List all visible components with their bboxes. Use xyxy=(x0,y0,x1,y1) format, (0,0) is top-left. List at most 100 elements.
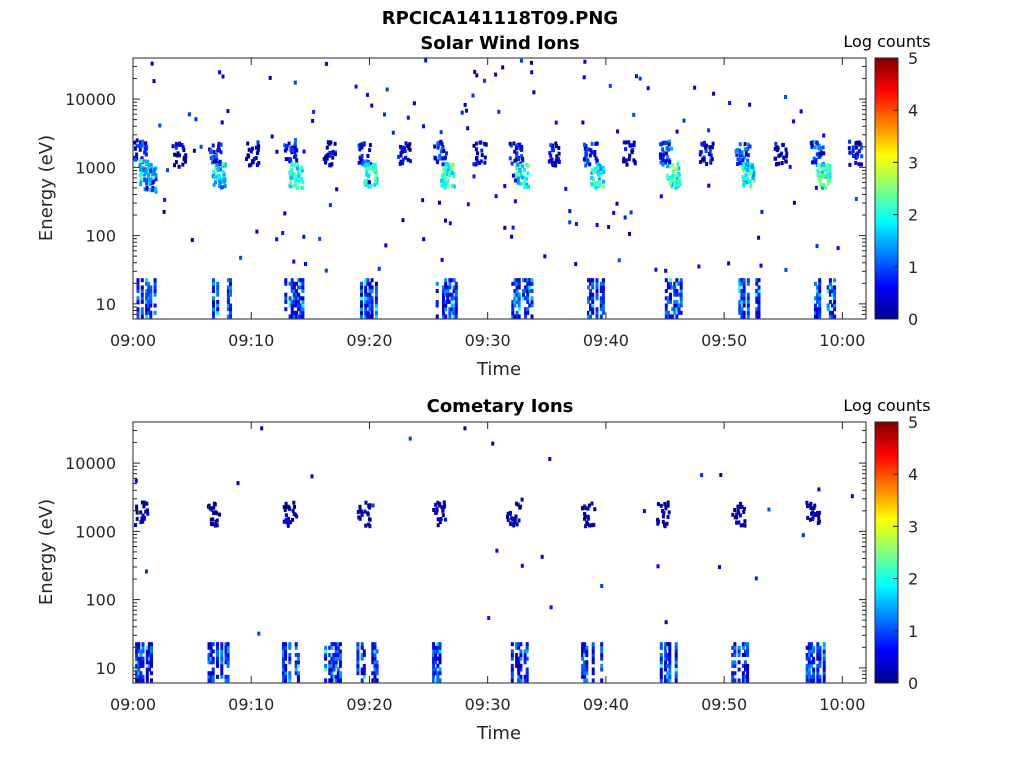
heatmap-cell xyxy=(296,169,300,174)
heatmap-cell xyxy=(738,142,742,147)
heatmap-cell xyxy=(818,649,822,654)
heatmap-cell xyxy=(821,185,824,190)
heatmap-cell xyxy=(296,656,300,661)
heatmap-cell xyxy=(401,145,405,150)
heatmap-cell xyxy=(731,645,735,650)
heatmap-cell xyxy=(226,642,230,647)
heatmap-cell xyxy=(406,115,410,120)
heatmap-cell xyxy=(735,512,739,517)
heatmap-cell xyxy=(554,144,558,149)
heatmap-cell xyxy=(452,172,456,177)
heatmap-cell xyxy=(711,141,715,146)
heatmap-cell xyxy=(755,289,759,293)
heatmap-cell xyxy=(450,310,454,315)
heatmap-cell xyxy=(666,177,670,181)
heatmap-cell xyxy=(330,660,334,665)
heatmap-cell xyxy=(226,292,230,297)
heatmap-cell xyxy=(135,660,139,665)
heatmap-cell xyxy=(511,307,515,312)
heatmap-cell xyxy=(742,506,746,511)
heatmap-cell xyxy=(450,299,454,304)
heatmap-cell xyxy=(526,185,530,189)
heatmap-cell xyxy=(289,520,293,525)
heatmap-cell xyxy=(674,671,678,676)
heatmap-cell xyxy=(294,138,297,142)
heatmap-cell xyxy=(282,649,285,654)
heatmap-cell xyxy=(679,299,683,304)
heatmap-cell xyxy=(137,642,141,647)
heatmap-cell xyxy=(454,292,458,297)
heatmap-cell xyxy=(746,314,750,319)
heatmap-cell xyxy=(153,292,157,297)
heatmap-cell xyxy=(373,182,377,187)
heatmap-cell xyxy=(517,671,521,676)
heatmap-cell xyxy=(338,671,342,676)
heatmap-cell xyxy=(816,285,820,290)
heatmap-cell xyxy=(817,145,821,150)
heatmap-cell xyxy=(666,663,670,668)
heatmap-cell xyxy=(141,674,145,679)
y-tick-label: 10 xyxy=(96,659,116,678)
heatmap-cell xyxy=(523,185,527,189)
heatmap-cell xyxy=(434,678,438,683)
heatmap-cell xyxy=(137,144,141,148)
heatmap-cell xyxy=(226,278,230,283)
heatmap-cell xyxy=(677,310,681,315)
heatmap-cell xyxy=(612,210,616,215)
heatmap-cell xyxy=(848,162,852,167)
heatmap-cell xyxy=(212,169,216,174)
heatmap-cell xyxy=(854,197,858,201)
heatmap-cell xyxy=(642,509,646,514)
heatmap-cell xyxy=(145,667,149,672)
heatmap-cell xyxy=(297,299,301,304)
heatmap-cell xyxy=(297,285,301,290)
heatmap-cell xyxy=(375,667,379,672)
heatmap-cell xyxy=(666,314,670,319)
heatmap-cell xyxy=(212,310,215,315)
heatmap-cell xyxy=(297,314,301,319)
heatmap-cell xyxy=(817,516,821,521)
heatmap-cell xyxy=(212,281,215,286)
heatmap-cell xyxy=(175,153,179,158)
heatmap-cell xyxy=(784,147,788,152)
heatmap-cell xyxy=(740,289,744,293)
heatmap-cell xyxy=(590,150,594,155)
heatmap-cell xyxy=(288,299,292,304)
heatmap-cell xyxy=(292,292,296,297)
heatmap-cell xyxy=(776,146,780,151)
heatmap-cell xyxy=(190,238,194,242)
heatmap-cell xyxy=(224,656,228,661)
heatmap-cell xyxy=(510,667,514,672)
heatmap-cell xyxy=(285,520,289,525)
heatmap-cell xyxy=(669,296,672,301)
heatmap-cell xyxy=(331,149,335,154)
heatmap-cell xyxy=(833,278,837,283)
heatmap-cell xyxy=(135,656,139,661)
heatmap-cell xyxy=(282,674,285,679)
heatmap-cell xyxy=(478,140,482,145)
heatmap-cell xyxy=(807,671,811,676)
heatmap-cell xyxy=(447,165,451,170)
heatmap-cell xyxy=(508,156,512,161)
heatmap-cell xyxy=(366,310,370,315)
heatmap-cell xyxy=(859,145,863,150)
heatmap-cell xyxy=(229,281,232,286)
heatmap-cell xyxy=(818,660,822,665)
heatmap-cell xyxy=(336,653,340,657)
heatmap-cell xyxy=(252,157,256,161)
heatmap-cell xyxy=(137,671,141,676)
heatmap-cell xyxy=(664,268,668,273)
heatmap-cell xyxy=(517,292,521,297)
heatmap-cell xyxy=(591,278,595,283)
heatmap-cell xyxy=(153,303,157,308)
heatmap-cell xyxy=(288,303,292,308)
heatmap-cell xyxy=(594,156,598,161)
heatmap-cell xyxy=(254,156,258,160)
heatmap-cell xyxy=(583,59,587,64)
heatmap-cell xyxy=(360,653,364,657)
heatmap-cell xyxy=(851,145,855,150)
heatmap-cell xyxy=(520,144,524,149)
heatmap-cell xyxy=(290,307,294,312)
